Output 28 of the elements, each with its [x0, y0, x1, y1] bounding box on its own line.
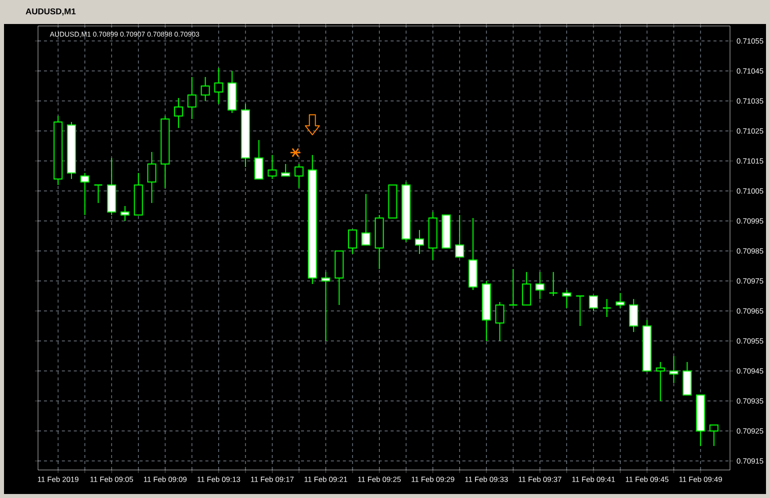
candlestick	[522, 271, 532, 306]
candlestick	[455, 214, 464, 258]
candlestick	[616, 292, 625, 308]
candlestick	[187, 76, 196, 120]
candlestick	[214, 67, 224, 104]
candlestick	[281, 163, 290, 176]
candlestick	[321, 271, 330, 342]
candlestick	[361, 193, 370, 246]
candlestick	[268, 154, 277, 180]
candlestick	[254, 139, 264, 180]
candlestick	[588, 295, 598, 312]
candlestick	[80, 172, 90, 216]
candlestick	[120, 205, 130, 222]
candlestick	[682, 361, 692, 396]
candlestick	[414, 229, 424, 254]
candlestick	[562, 289, 572, 308]
chart-title: AUDUSD,M1	[26, 8, 76, 16]
candlestick	[174, 97, 184, 128]
candlestick	[147, 151, 156, 204]
candlestick	[629, 298, 638, 332]
candlestick	[200, 76, 210, 102]
candlestick	[535, 271, 544, 300]
candlestick	[495, 301, 504, 342]
candlestick	[656, 361, 665, 402]
candlestick	[348, 229, 358, 254]
candlestick	[709, 424, 718, 446]
candlestick	[294, 163, 304, 188]
candlestick	[669, 355, 678, 384]
